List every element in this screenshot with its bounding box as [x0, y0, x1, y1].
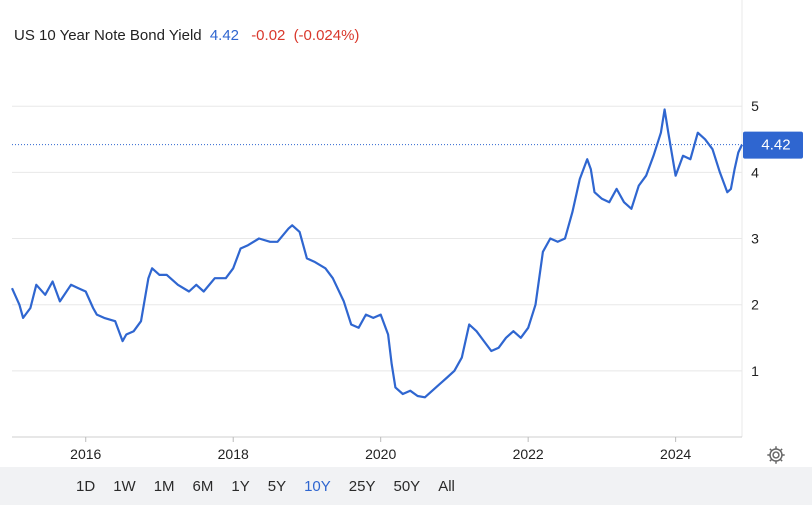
- x-tick-label: 2016: [70, 446, 101, 462]
- range-button-6m[interactable]: 6M: [192, 477, 214, 495]
- range-button-1m[interactable]: 1M: [153, 477, 175, 495]
- range-button-5y[interactable]: 5Y: [267, 477, 287, 495]
- price-tag-background: [743, 131, 803, 159]
- x-tick-label: 2020: [365, 446, 396, 462]
- range-button-50y[interactable]: 50Y: [393, 477, 421, 495]
- y-tick-label: 2: [751, 297, 759, 313]
- range-button-all[interactable]: All: [438, 477, 455, 495]
- chart-area: 1 2 3 4 5 2016 2018 2020 2022 2024 4.42: [10, 0, 803, 462]
- x-tick-label: 2018: [218, 446, 249, 462]
- grid-lines: [12, 0, 743, 438]
- instrument-title: US 10 Year Note Bond Yield: [14, 27, 202, 44]
- y-tick-label: 5: [751, 98, 759, 114]
- y-axis: 1 2 3 4 5: [751, 98, 759, 379]
- price-tag: 4.42: [743, 131, 803, 159]
- x-tick-label: 2024: [660, 446, 691, 462]
- range-button-1y[interactable]: 1Y: [231, 477, 250, 495]
- y-tick-label: 4: [751, 164, 759, 180]
- range-button-10y[interactable]: 10Y: [304, 477, 331, 495]
- range-button-1w[interactable]: 1W: [113, 477, 136, 495]
- yield-change: -0.02: [251, 27, 286, 44]
- gear-icon[interactable]: [765, 444, 787, 466]
- range-button-1d[interactable]: 1D: [76, 477, 96, 495]
- chart-header: US 10 Year Note Bond Yield 4.42 -0.02 (-…: [14, 27, 359, 44]
- x-axis: 2016 2018 2020 2022 2024: [70, 437, 691, 462]
- x-tick-label: 2022: [513, 446, 544, 462]
- series-line-us10y: [10, 108, 743, 399]
- price-tag-label: 4.42: [761, 137, 790, 154]
- range-button-25y[interactable]: 25Y: [348, 477, 376, 495]
- yield-change-percent: (-0.024%): [293, 27, 360, 44]
- y-tick-label: 3: [751, 231, 759, 247]
- time-range-selector: 1D 1W 1M 6M 1Y 5Y 10Y 25Y 50Y All: [0, 467, 812, 505]
- current-yield: 4.42: [209, 27, 240, 44]
- y-tick-label: 1: [751, 363, 759, 379]
